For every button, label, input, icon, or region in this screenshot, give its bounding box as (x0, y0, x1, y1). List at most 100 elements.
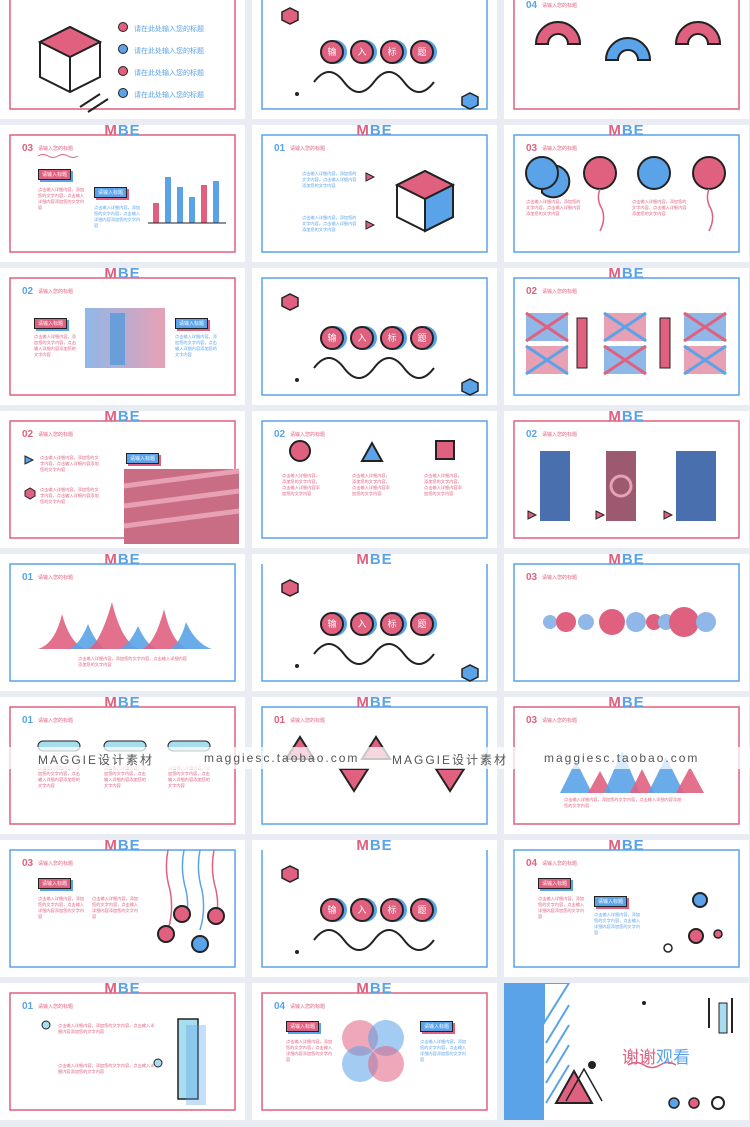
title-char: 题 (410, 612, 434, 636)
title-char: 题 (410, 898, 434, 922)
body-text: 点击输入详细内容，添加您的文字内容，点击输入详细内容添加您的文字内容 (424, 473, 462, 496)
brand-mark: MBE (608, 125, 645, 139)
brand-mark: MBE (104, 697, 141, 711)
slide-subtitle: 请输入您的标题 (542, 861, 578, 867)
slide-subtitle: 请输入您的标题 (542, 432, 578, 438)
brand-mark: MBE (104, 411, 141, 425)
brand-mark: MBE (608, 554, 645, 568)
title-chars: 输 入 标 题 (320, 612, 434, 636)
title-item: 请在此处输入您的标题 (118, 22, 204, 34)
slide-number: 01 (22, 1001, 34, 1012)
tag-label: 请输入标题 (34, 318, 68, 329)
body-text: 点击输入详细内容，添加您的文字内容，点击输入详细内容添加您的文字内容 (282, 473, 320, 496)
slide-thumbnail[interactable]: 02 请输入您的标题 点击输入详细内容，添加您的文字内容，点击输入详细内容添加您… (252, 411, 497, 548)
body-text: 点击输入详细内容，添加您的文字内容，点击输入详细内容添加您的文字内容 (286, 1039, 333, 1062)
slide-thumbnail[interactable]: 请在此处输入您的标题 请在此处输入您的标题 请在此处输入您的标题 请在此处输入您… (0, 0, 245, 119)
slide-subtitle: 请输入您的标题 (542, 3, 578, 9)
slide-subtitle: 请输入您的标题 (38, 289, 74, 295)
body-text: 点击输入详细内容，添加您的文字内容，点击输入详细内容添加您的文字内容 (352, 473, 390, 496)
title-char: 入 (350, 40, 374, 64)
slide-number: 03 (526, 715, 538, 726)
slide-thumbnail[interactable]: 04 请输入您的标题 (504, 0, 749, 119)
body-text: 点击输入详细内容，添加您的文字内容，点击输入详细内容添加您的文字内容 (38, 187, 85, 210)
slide-thumbnail[interactable]: MBE 03 请输入您的标题 请输入标题 点击输入详细内容，添加您的文字内容，点… (0, 840, 245, 977)
tag-label: 请输入标题 (538, 878, 572, 889)
slide-number: 02 (22, 429, 34, 440)
slide-thumbnail-ending[interactable]: 谢谢观看 (504, 983, 749, 1120)
title-char: 输 (320, 40, 344, 64)
slide-number: 04 (274, 1001, 286, 1012)
watermark-banner: MAGGIE设计素材 maggiesc.taobao.com MAGGIE设计素… (0, 747, 750, 769)
title-chars: 输 入 标 题 (320, 326, 434, 350)
slide-thumbnail[interactable]: MBE 02 请输入您的标题 请输入标题 点击输入详细内容，添加您的文字内容，点… (0, 411, 245, 548)
title-item: 请在此处输入您的标题 (118, 66, 204, 78)
slide-subtitle: 请输入您的标题 (290, 146, 326, 152)
body-text: 点击输入详细内容，添加您的文字内容，点击输入详细内容添加您的文字内容 (92, 896, 139, 919)
slide-thumbnail[interactable]: MBE 输 入 标 题 (252, 840, 497, 977)
slide-number: 02 (526, 429, 538, 440)
brand-mark: MBE (356, 554, 393, 568)
tag-label: 请输入标题 (126, 453, 160, 464)
body-text: 点击输入详细内容，添加您的文字内容，点击输入详细内容添加您的文字内容 (38, 896, 85, 919)
title-char: 题 (410, 326, 434, 350)
slide-number: 03 (526, 572, 538, 583)
slide-subtitle: 请输入您的标题 (542, 146, 578, 152)
slide-subtitle: 请输入您的标题 (290, 718, 326, 724)
body-text: 点击输入详细内容，添加您的文字内容，点击输入详细内容添加您的文字内容 (302, 215, 357, 232)
brand-mark: MBE (608, 840, 645, 854)
title-char: 标 (380, 326, 404, 350)
tag-label: 请输入标题 (420, 1021, 454, 1032)
slide-number: 03 (22, 858, 34, 869)
tag-label: 请输入标题 (175, 318, 209, 329)
title-item: 请在此处输入您的标题 (118, 88, 204, 100)
slide-subtitle: 请输入您的标题 (38, 575, 74, 581)
body-text: 点击输入详细内容，添加您的文字内容，点击输入详细内容添加您的文字内容 (538, 896, 585, 919)
slide-number: 03 (526, 143, 538, 154)
tag-label: 请输入标题 (286, 1021, 320, 1032)
slide-number: 02 (526, 286, 538, 297)
slide-thumbnail[interactable]: MBE 02 请输入您的标题 请输入标题 请输入标题 点击输入详细内容，添加您的… (0, 268, 245, 405)
body-text: 点击输入详细内容，添加您的文字内容，点击输入详细内容添加您的文字内容 (526, 199, 581, 216)
slide-subtitle: 请输入您的标题 (542, 575, 578, 581)
body-text: 点击输入详细内容，添加您的文字内容，点击输入详细内容添加您的文字内容 (420, 1039, 467, 1062)
slide-thumbnail[interactable]: MBE 01 请输入您的标题 点击输入详细内容，添加您的文字内容，点击输入详细内… (0, 554, 245, 691)
tag-label: 请输入标题 (38, 169, 72, 180)
slide-thumbnail[interactable]: MBE 03 请输入您的标题 请输入标题 请输入标题 点击输入详细内容，添加您的… (0, 125, 245, 262)
slide-subtitle: 请输入您的标题 (290, 432, 326, 438)
slide-subtitle: 请输入您的标题 (38, 718, 74, 724)
body-text: 点击输入详细内容，添加您的文字内容，点击输入详细内容添加您的文字内容 (564, 797, 682, 808)
watermark-text: maggiesc.taobao.com (544, 751, 700, 765)
slide-thumbnail[interactable]: MBE 输 入 标 题 (252, 554, 497, 691)
title-chars: 输 入 标 题 (320, 898, 434, 922)
body-text: 点击输入详细内容，添加您的文字内容，点击输入详细内容添加您的文字内容 (594, 912, 641, 935)
brand-mark: MBE (608, 268, 645, 282)
slide-thumbnail[interactable]: MBE 02 请输入您的标题 (504, 268, 749, 405)
slide-subtitle: 请输入您的标题 (290, 1004, 326, 1010)
slide-thumbnail[interactable]: MBE 03 请输入您的标题 点击输入详细内容，添加您的文字内容，点击输入详细内… (504, 125, 749, 262)
brand-mark: MBE (104, 840, 141, 854)
title-char: 标 (380, 40, 404, 64)
slide-number: 01 (274, 715, 286, 726)
brand-mark: MBE (608, 411, 645, 425)
tag-label: 请输入标题 (38, 878, 72, 889)
slide-thumbnail[interactable]: MBE 01 请输入您的标题 点击输入详细内容，添加您的文字内容，点击输入详细内… (0, 983, 245, 1120)
tag-label: 请输入标题 (594, 896, 628, 907)
slide-thumbnail[interactable]: MBE 03 请输入您的标题 (504, 554, 749, 691)
title-char: 标 (380, 612, 404, 636)
slide-thumbnail[interactable]: 输 入 标 题 (252, 268, 497, 405)
title-chars: 输 入 标 题 (320, 40, 434, 64)
watermark-text: MAGGIE设计素材 (392, 753, 509, 767)
watermark-text: maggiesc.taobao.com (204, 751, 360, 765)
tag-label: 请输入标题 (94, 187, 128, 198)
brand-mark: MBE (356, 697, 393, 711)
slide-thumbnail[interactable]: MBE 输 入 标 题 (252, 0, 497, 119)
slide-thumbnail[interactable]: MBE 02 请输入您的标题 (504, 411, 749, 548)
title-char: 输 (320, 612, 344, 636)
slide-thumbnail[interactable]: MBE 04 请输入您的标题 请输入标题 请输入标题 点击输入详细内容，添加您的… (252, 983, 497, 1120)
thanks-title: 谢谢观看 (622, 1048, 690, 1067)
watermark-text: MAGGIE设计素材 (38, 753, 155, 767)
slide-thumbnail[interactable]: MBE 01 请输入您的标题 点击输入详细内容，添加您的文字内容，点击输入详细内… (252, 125, 497, 262)
slide-thumbnail[interactable]: MBE 04 请输入您的标题 请输入标题 请输入标题 点击输入详细内容，添加您的… (504, 840, 749, 977)
slide-number: 01 (22, 715, 34, 726)
slide-number: 04 (526, 858, 538, 869)
